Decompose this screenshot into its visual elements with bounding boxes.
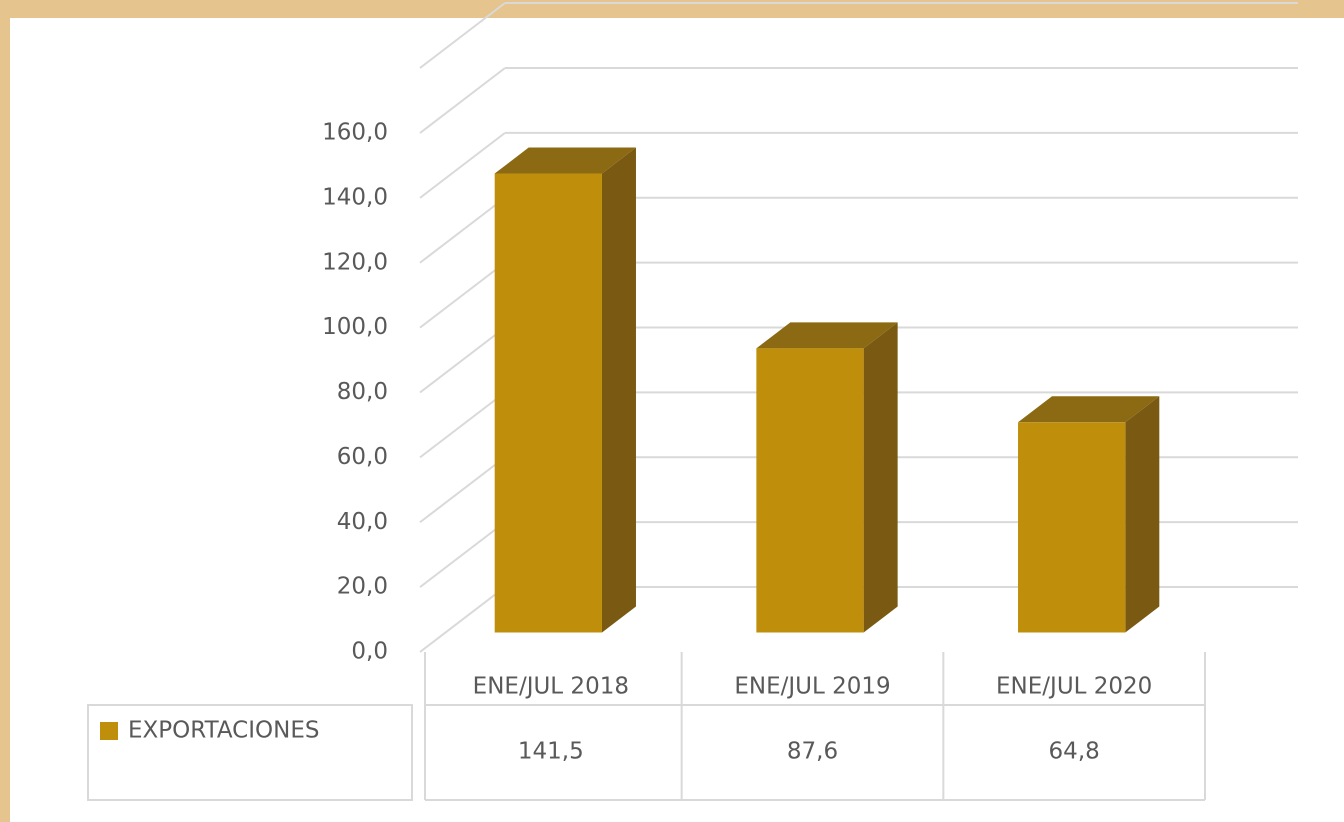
y-tick-label: 120,0 [322, 249, 388, 275]
grid-line [419, 391, 506, 459]
grid-line [419, 196, 506, 264]
y-tick-label: 80,0 [337, 379, 388, 405]
bar-side [863, 322, 898, 633]
grid-line [419, 2, 506, 69]
x-tick-label: ENE/JUL 2018 [473, 674, 629, 700]
bar-side [1125, 396, 1160, 633]
grid-line [419, 132, 506, 199]
bar-side [601, 147, 636, 633]
grid-line [419, 67, 506, 134]
grid-line [419, 261, 506, 329]
grid-line [419, 586, 506, 653]
legend-swatch [100, 722, 118, 740]
bar [1018, 422, 1126, 633]
grid-line [419, 326, 506, 394]
grid-line [419, 521, 506, 588]
bar [494, 173, 602, 633]
y-tick-label: 160,0 [322, 120, 388, 146]
value-label: 87,6 [787, 739, 838, 765]
legend-box [87, 704, 413, 801]
bar-top [494, 147, 636, 174]
bar [756, 348, 864, 633]
y-tick-label: 0,0 [351, 639, 388, 665]
y-tick-label: 100,0 [322, 314, 388, 340]
x-tick-label: ENE/JUL 2019 [734, 674, 890, 700]
y-tick-label: 40,0 [337, 509, 388, 535]
bar-top [1018, 396, 1160, 423]
legend-label: EXPORTACIONES [128, 718, 319, 744]
y-tick-label: 60,0 [337, 444, 388, 470]
y-tick-label: 140,0 [322, 184, 388, 210]
grid-line [419, 456, 506, 524]
x-tick-label: ENE/JUL 2020 [996, 674, 1152, 700]
value-label: 141,5 [518, 739, 584, 765]
value-label: 64,8 [1049, 739, 1100, 765]
bar-top [756, 322, 898, 349]
y-tick-label: 20,0 [337, 574, 388, 600]
